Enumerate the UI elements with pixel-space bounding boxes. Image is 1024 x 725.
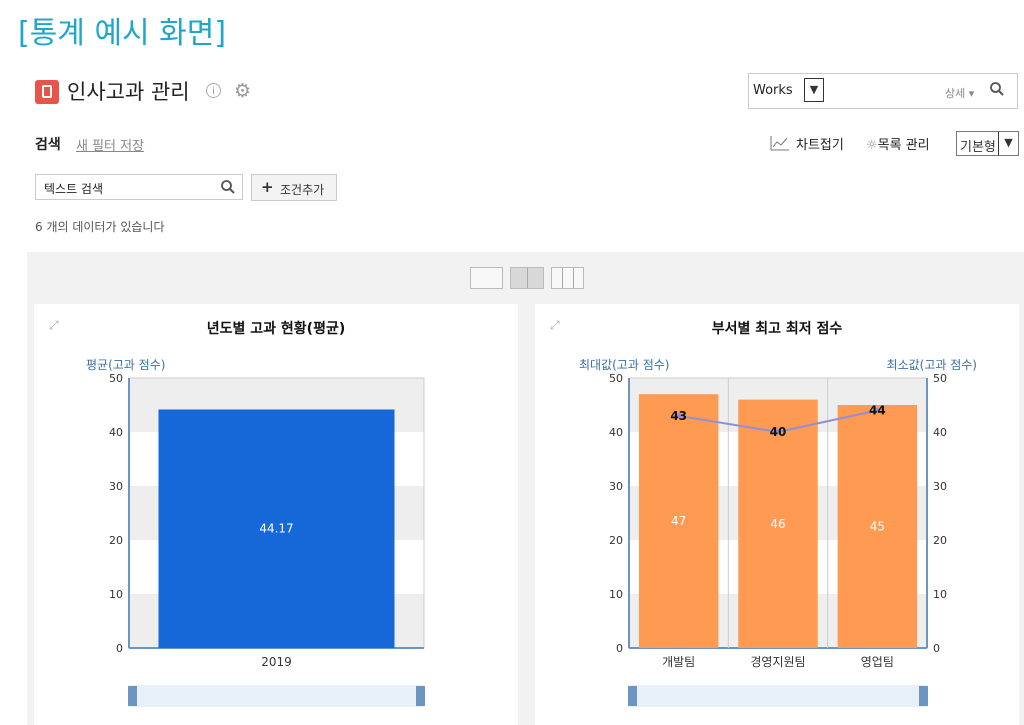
text-search-placeholder: 텍스트 검색 [44, 182, 104, 196]
line-data-label: 43 [670, 409, 687, 423]
expand-icon[interactable]: ⤢ [550, 318, 560, 332]
line-point [775, 429, 781, 435]
y-right-tick-label: 20 [933, 534, 947, 547]
x-tick-label: 개발팀 [662, 655, 695, 669]
y-axis-label: 평균(고과 점수) [86, 358, 165, 372]
line-data-label: 44 [869, 403, 886, 417]
bar [158, 409, 395, 648]
page-title: 인사고과 관리 [67, 80, 190, 104]
range-handle-left[interactable] [128, 686, 137, 706]
text-search-input[interactable]: 텍스트 검색 [35, 174, 243, 200]
y-tick-label: 30 [109, 480, 123, 493]
y-tick-label: 50 [609, 372, 623, 385]
line-data-label: 40 [770, 425, 787, 439]
layout-3col-button[interactable] [551, 267, 584, 289]
y-tick-label: 30 [609, 480, 623, 493]
y-tick-label: 0 [616, 642, 623, 655]
range-handle-left[interactable] [628, 686, 637, 706]
data-label: 44.17 [259, 522, 293, 536]
y-tick-label: 20 [609, 534, 623, 547]
y-right-tick-label: 40 [933, 426, 947, 439]
bar [638, 394, 719, 648]
search-icon[interactable] [989, 81, 1005, 97]
y-right-axis-label: 최소값(고과 점수) [887, 358, 977, 372]
x-tick-label: 영업팀 [861, 655, 894, 669]
x-tick-label: 경영지원팀 [750, 655, 805, 669]
y-tick-label: 50 [109, 372, 123, 385]
expand-icon[interactable]: ⤢ [49, 318, 59, 332]
plus-icon: + [261, 178, 274, 196]
add-condition-button[interactable]: + 조건추가 [251, 174, 337, 201]
list-manage-button[interactable]: ☼목록 관리 [866, 138, 930, 153]
result-count: 6 개의 데이터가 있습니다 [35, 220, 165, 234]
y-right-tick-label: 30 [933, 480, 947, 493]
chart-fold-button[interactable]: 차트접기 [796, 138, 844, 153]
y-tick-label: 10 [609, 588, 623, 601]
y-axis-label: 최대값(고과 점수) [579, 358, 669, 372]
info-icon[interactable]: i [206, 83, 221, 98]
range-track [129, 685, 424, 707]
y-right-tick-label: 50 [933, 372, 947, 385]
y-tick-label: 40 [609, 426, 623, 439]
line-point [874, 407, 880, 413]
chart-title-yearly: 년도별 고과 현황(평균) [206, 321, 346, 337]
global-search: Works ▼ 상세 ▾ [748, 73, 1018, 109]
search-scope-select[interactable]: Works [753, 83, 793, 98]
view-type-select[interactable]: 기본형 ▼ [956, 131, 1019, 156]
y-tick-label: 20 [109, 534, 123, 547]
range-track [629, 685, 927, 707]
x-tick-label: 2019 [261, 655, 292, 669]
data-label: 47 [671, 514, 686, 528]
gear-icon[interactable]: ⚙ [234, 80, 252, 102]
search-detail-toggle[interactable]: 상세 ▾ [945, 87, 975, 100]
bar [837, 405, 918, 648]
view-type-value: 기본형 [960, 140, 996, 155]
search-label: 검색 [35, 137, 61, 153]
y-tick-label: 40 [109, 426, 123, 439]
save-filter-link[interactable]: 새 필터 저장 [76, 139, 145, 154]
range-handle-right[interactable] [416, 686, 425, 706]
y-right-tick-label: 10 [933, 588, 947, 601]
data-label: 45 [870, 520, 885, 534]
line-point [676, 413, 682, 419]
chart-icon[interactable] [770, 135, 790, 151]
y-right-tick-label: 0 [933, 642, 940, 655]
add-condition-label: 조건추가 [280, 183, 325, 197]
data-label: 46 [770, 517, 785, 531]
chevron-down-icon: ▼ [998, 132, 1018, 155]
chart-title-department: 부서별 최고 최저 점수 [711, 321, 843, 337]
range-handle-right[interactable] [919, 686, 928, 706]
bar [738, 399, 818, 648]
y-tick-label: 10 [109, 588, 123, 601]
screen-caption: [통계 예시 화면] [18, 16, 227, 51]
layout-2col-button[interactable] [510, 267, 544, 289]
search-icon[interactable] [220, 179, 236, 195]
chevron-down-icon[interactable]: ▼ [804, 78, 824, 102]
book-icon [35, 80, 59, 104]
layout-1col-button[interactable] [470, 267, 503, 289]
cog-icon: ☼ [866, 138, 878, 153]
y-tick-label: 0 [116, 642, 123, 655]
